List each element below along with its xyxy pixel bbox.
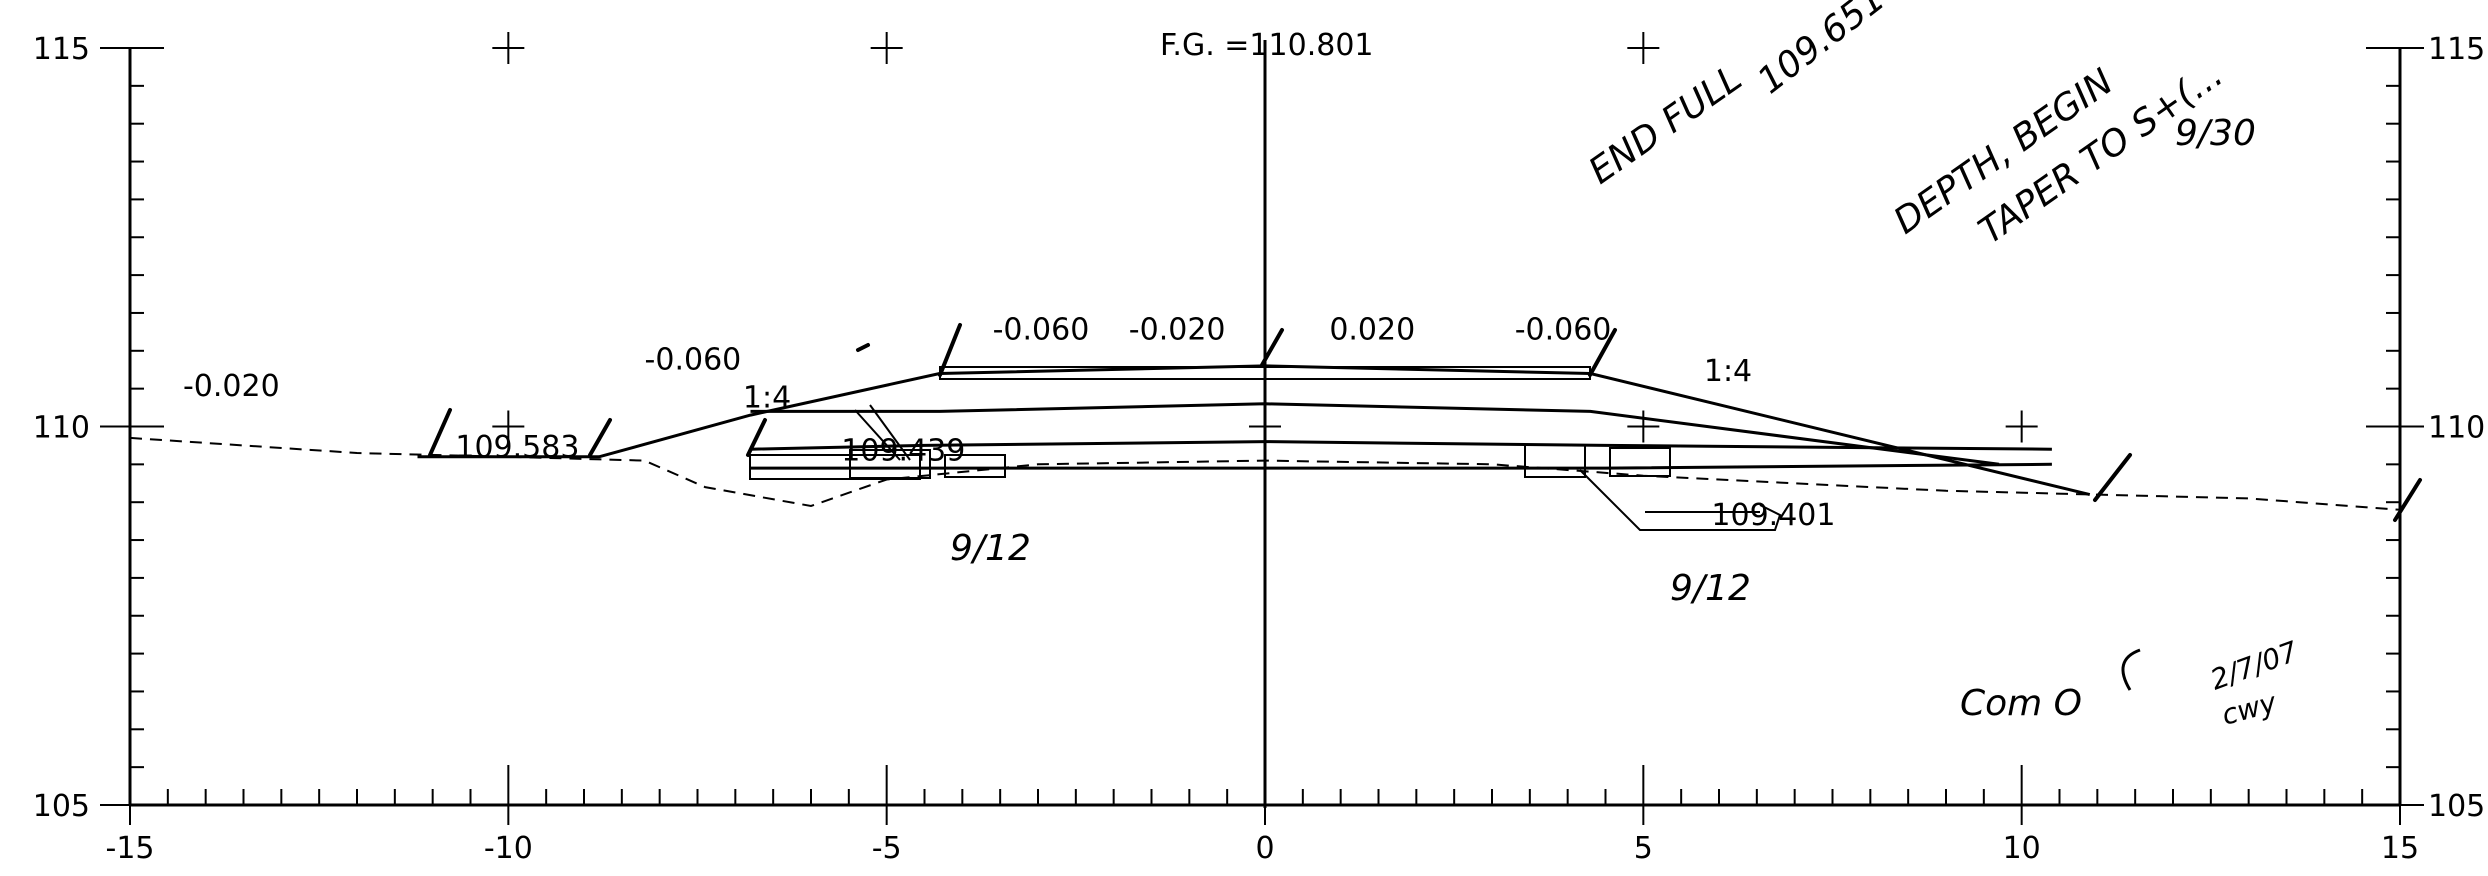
series-finished-grade [417, 364, 2091, 497]
x-tick-label: 15 [2381, 831, 2419, 866]
hand-top-scrawl: 109.651 [1750, 0, 1893, 102]
grid-plus-mark [1627, 410, 1660, 443]
hand-right-date: 9/12 [1670, 568, 1751, 609]
check-marks [428, 323, 2422, 522]
x-tick-label: 5 [1634, 831, 1653, 866]
fg-label: F.G. =110.801 [1160, 28, 1374, 63]
slope-label: 1:4 [1704, 354, 1752, 389]
elevation-label: 109.583 [455, 430, 579, 465]
y-tick-label-left: 110 [33, 411, 90, 446]
elevation-label: 109.439 [841, 434, 965, 469]
hand-left-date: 9/12 [950, 528, 1031, 569]
hand-bottom-date: 2/7/07 [2206, 635, 2302, 697]
hand-note-line1: END FULL [1582, 58, 1750, 193]
handwritten-notes: 109.651 END FULL DEPTH, BEGIN TAPER TO S… [950, 0, 2302, 732]
slope-label: -0.060 [1515, 312, 1612, 347]
hand-bracket [2121, 648, 2141, 691]
grid-plus-mark [492, 32, 525, 64]
grid-plus-mark [492, 410, 525, 443]
x-tick-label: -5 [872, 831, 902, 866]
x-tick-label: 0 [1255, 831, 1274, 866]
x-tick-label: 10 [2003, 831, 2041, 866]
hand-note-date: 9/30 [2175, 113, 2256, 154]
slope-label: 1:4 [743, 381, 791, 416]
x-tick-label: -10 [484, 831, 533, 866]
slope-label: 0.020 [1329, 312, 1415, 347]
grid-plus-mark [870, 32, 903, 64]
y-tick-label-left: 105 [33, 789, 90, 824]
y-tick-label-left: 115 [33, 32, 90, 67]
hand-bottom-note: Com O [1960, 683, 2082, 724]
series-existing-ground [129, 436, 2401, 511]
elevation-label: 109.401 [1711, 498, 1835, 533]
y-tick-label-right: 105 [2428, 789, 2485, 824]
x-tick-label: -15 [106, 831, 155, 866]
y-tick-label-right: 110 [2428, 411, 2485, 446]
slope-label: -0.020 [1129, 312, 1226, 347]
grid-plus-mark [2005, 410, 2038, 443]
slope-label: -0.020 [183, 369, 280, 404]
axis-ticks: -15 -10 -5 0 5 10 15 115 110 105 115 110 105 [33, 32, 2486, 866]
slope-label: -0.060 [645, 343, 742, 378]
y-tick-label-right: 115 [2428, 32, 2485, 67]
slope-label: -0.060 [993, 312, 1090, 347]
grid-plus-mark [1627, 32, 1660, 64]
